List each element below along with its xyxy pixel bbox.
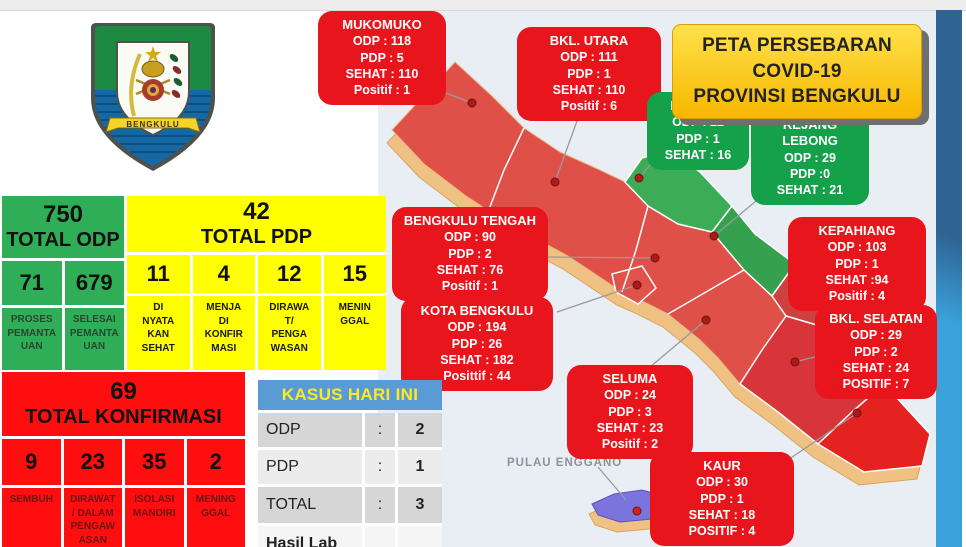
konfirmasi-item-label: ISOLASI MANDIRI	[125, 488, 184, 547]
konfirmasi-item-value: 35	[125, 439, 184, 485]
konfirmasi-item-label: MENING GGAL	[186, 488, 245, 547]
total-pdp-label: TOTAL PDP	[200, 225, 313, 248]
pdp-item-value: 11	[127, 255, 190, 293]
kasus-row-label: ODP	[258, 413, 362, 447]
callout-region-stats: ODP : 29 PDP : 2 SEHAT : 24 POSITIF : 7	[842, 328, 910, 391]
konfirmasi-item-value: 23	[63, 439, 122, 485]
kasus-table-header: KASUS HARI INI	[258, 380, 442, 410]
total-odp-value: 750	[42, 201, 84, 229]
pdp-item-label: MENIN GGAL	[323, 296, 386, 370]
callout-bkl-utara: BKL. UTARA ODP : 111 PDP : 1 SEHAT : 110…	[517, 27, 661, 122]
pdp-item-label: MENJA DI KONFIR MASI	[192, 296, 255, 370]
callout-region-name: MUKOMUKO	[342, 17, 422, 32]
callout-mukomuko: MUKOMUKO ODP : 118 PDP : 5 SEHAT : 110 P…	[318, 11, 446, 106]
logo-banner	[105, 117, 201, 133]
total-konfirmasi-box: 69 TOTAL KONFIRMASI 9 23 35 2 SEMBUH DIR…	[2, 372, 245, 547]
kasus-row-label: Hasil Lab Konfirmasi	[258, 526, 362, 547]
total-konfirmasi-value: 69	[110, 378, 137, 406]
region-kaur	[816, 382, 931, 473]
odp-selesai-value: 679	[64, 261, 124, 305]
callout-region-name: KOTA BENGKULU	[420, 303, 534, 318]
konfirmasi-item-value: 9	[2, 439, 61, 485]
kasus-row-colon: :	[365, 487, 395, 523]
callout-region-stats: ODP : 103 PDP : 1 SEHAT :94 Positif : 4	[825, 240, 889, 303]
sea-side-bar	[936, 10, 962, 547]
callout-region-name: BKL. SELATAN	[829, 311, 923, 326]
callout-region-name: SELUMA	[602, 371, 658, 386]
callout-kepahiang: KEPAHIANG ODP : 103 PDP : 1 SEHAT :94 Po…	[788, 217, 926, 312]
pdp-item-label: DI NYATA KAN SEHAT	[127, 296, 190, 370]
total-konfirmasi-header: 69 TOTAL KONFIRMASI	[2, 372, 245, 436]
odp-proses-label: PROSES PEMANTA UAN	[2, 308, 62, 370]
pulau-enggano-label: PULAU ENGGANO	[507, 457, 622, 469]
konfirmasi-item-value: 2	[186, 439, 245, 485]
callout-region-stats: ODP : 30 PDP : 1 SEHAT : 18 POSITIF : 4	[688, 475, 756, 538]
kasus-row-value: 1	[398, 450, 442, 484]
callout-region-stats: ODP : 118 PDP : 5 SEHAT : 110 Positif : …	[345, 34, 419, 97]
konfirmasi-item-label: SEMBUH	[2, 488, 61, 547]
logo-rice-stalk	[129, 53, 142, 117]
pdp-item-value: 12	[258, 255, 321, 293]
region-borders	[487, 127, 745, 315]
callout-seluma: SELUMA ODP : 24 PDP : 3 SEHAT : 23 Posit…	[567, 365, 693, 460]
total-odp-label: TOTAL ODP	[6, 228, 120, 251]
odp-proses-value: 71	[2, 261, 62, 305]
callout-region-stats: ODP : 194 PDP : 26 SEHAT : 182 Posittif …	[440, 320, 514, 383]
logo-coffee-branch	[169, 54, 183, 98]
total-pdp-value: 42	[243, 198, 270, 226]
page-title-line1: PETA PERSEBARAN COVID-19	[702, 35, 892, 82]
konfirmasi-item-label: DIRAWAT / DALAM PENGAW ASAN	[63, 488, 122, 547]
total-odp-box: 750 TOTAL ODP 71 679 PROSES PEMANTA UAN …	[2, 196, 124, 370]
kasus-hari-ini-table: KASUS HARI INI ODP : 2 PDP : 1 TOTAL : 3…	[258, 380, 442, 547]
callout-region-name: REJANG LEBONG	[782, 117, 838, 149]
callout-region-stats: ODP : 29 PDP :0 SEHAT : 21	[776, 150, 844, 198]
callout-bkl-selatan: BKL. SELATAN ODP : 29 PDP : 2 SEHAT : 24…	[815, 305, 937, 400]
kasus-row-colon: :	[365, 413, 395, 447]
total-konfirmasi-label: TOTAL KONFIRMASI	[25, 405, 222, 428]
kasus-row-value: 3	[398, 487, 442, 523]
kasus-row-label: TOTAL	[258, 487, 362, 523]
logo-star	[145, 46, 161, 62]
callout-region-name: KAUR	[703, 458, 741, 473]
callout-kota-bengkulu: KOTA BENGKULU ODP : 194 PDP : 26 SEHAT :…	[401, 297, 553, 392]
callout-region-name: BENGKULU TENGAH	[403, 213, 537, 228]
total-odp-header: 750 TOTAL ODP	[2, 196, 124, 258]
callout-region-name: KEPAHIANG	[818, 223, 896, 238]
kasus-row-value: 0	[398, 526, 442, 547]
total-pdp-header: 42 TOTAL PDP	[127, 196, 386, 252]
logo-banner-text: BENGKULU	[126, 120, 179, 129]
kasus-row-label: PDP	[258, 450, 362, 484]
bengkulu-province-logo: BENGKULU	[91, 23, 215, 171]
pdp-item-value: 15	[323, 255, 386, 293]
callout-region-stats: ODP : 111 PDP : 1 SEHAT : 110 Positif : …	[552, 50, 626, 113]
page-title: PETA PERSEBARAN COVID-19 PROVINSI BENGKU…	[672, 24, 922, 119]
callout-region-name: BKL. UTARA	[549, 33, 629, 48]
callout-region-stats: ODP : 90 PDP : 2 SEHAT : 76 Positif : 1	[436, 230, 504, 293]
logo-crest	[141, 60, 165, 78]
callout-rejang-lebong: REJANG LEBONG ODP : 29 PDP :0 SEHAT : 21	[751, 111, 869, 206]
total-pdp-box: 42 TOTAL PDP 11 4 12 15 DI NYATA KAN SEH…	[127, 196, 386, 370]
top-strip	[0, 0, 966, 11]
odp-selesai-label: SELESAI PEMANTA UAN	[64, 308, 124, 370]
callout-kaur: KAUR ODP : 30 PDP : 1 SEHAT : 18 POSITIF…	[650, 452, 794, 547]
pdp-item-value: 4	[192, 255, 255, 293]
callout-bengkulu-tengah: BENGKULU TENGAH ODP : 90 PDP : 2 SEHAT :…	[392, 207, 548, 302]
kasus-row-colon: :	[365, 450, 395, 484]
page-title-line2: PROVINSI BENGKULU	[693, 86, 901, 108]
kasus-row-colon: :	[365, 526, 395, 547]
pdp-item-label: DIRAWA T/ PENGA WASAN	[258, 296, 321, 370]
callout-region-stats: ODP : 22 PDP : 1 SEHAT : 16	[664, 115, 732, 162]
callout-region-stats: ODP : 24 PDP : 3 SEHAT : 23 Positif : 2	[596, 388, 664, 451]
kasus-row-value: 2	[398, 413, 442, 447]
